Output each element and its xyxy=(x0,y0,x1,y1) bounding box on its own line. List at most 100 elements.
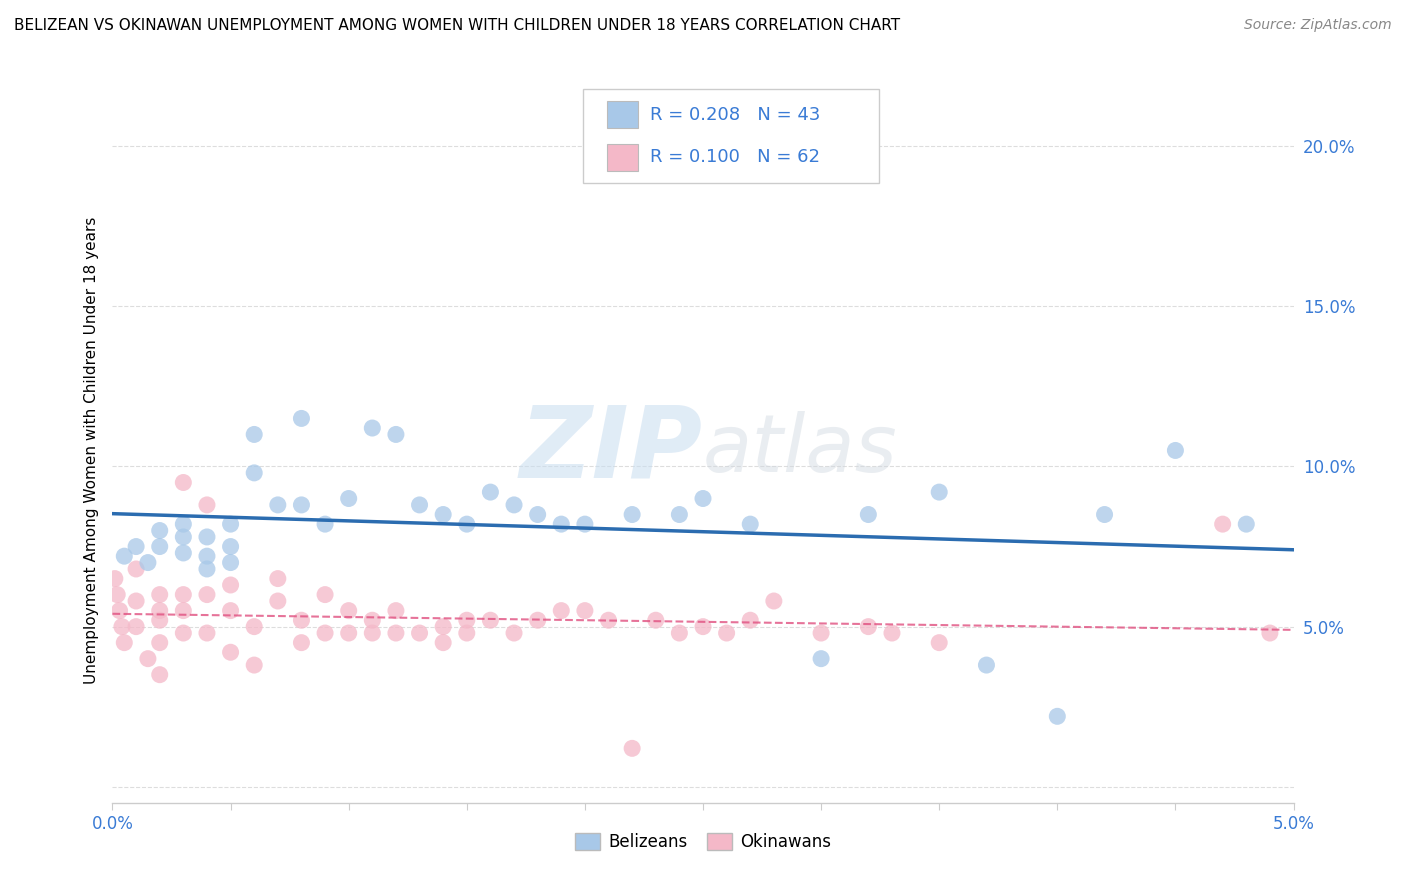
Point xyxy=(267,498,290,512)
Point xyxy=(740,517,762,532)
Point xyxy=(314,517,336,532)
Point xyxy=(149,667,172,681)
Text: Source: ZipAtlas.com: Source: ZipAtlas.com xyxy=(1244,18,1392,32)
Point xyxy=(550,517,572,532)
Point xyxy=(503,626,526,640)
Point xyxy=(408,626,430,640)
Point xyxy=(149,604,172,618)
Point xyxy=(668,626,690,640)
Point xyxy=(172,626,194,640)
Point xyxy=(125,619,148,633)
Point xyxy=(243,466,266,480)
Point xyxy=(219,517,242,532)
Point xyxy=(149,524,172,538)
Point xyxy=(858,508,880,522)
Point xyxy=(172,604,194,618)
Point xyxy=(526,613,548,627)
Point xyxy=(361,613,384,627)
Point xyxy=(574,517,596,532)
Point xyxy=(361,421,384,435)
Y-axis label: Unemployment Among Women with Children Under 18 years: Unemployment Among Women with Children U… xyxy=(83,217,98,684)
Point xyxy=(880,626,903,640)
Point xyxy=(219,604,242,618)
Point xyxy=(479,613,502,627)
Point xyxy=(112,549,135,564)
Point xyxy=(125,540,148,554)
Point xyxy=(479,485,502,500)
Point xyxy=(337,491,360,506)
Point xyxy=(195,562,218,576)
Point xyxy=(243,427,266,442)
Point xyxy=(928,485,950,500)
Point xyxy=(111,619,134,633)
Point xyxy=(195,626,218,640)
Point xyxy=(432,619,454,633)
Point xyxy=(692,619,714,633)
Point xyxy=(598,613,620,627)
Point xyxy=(503,498,526,512)
Point xyxy=(136,651,159,665)
Point xyxy=(1164,443,1187,458)
Point xyxy=(267,572,290,586)
Point xyxy=(149,540,172,554)
Point xyxy=(432,508,454,522)
Point xyxy=(149,588,172,602)
Point xyxy=(408,498,430,512)
Point xyxy=(136,556,159,570)
Point xyxy=(125,562,148,576)
Point xyxy=(172,517,194,532)
Point xyxy=(219,578,242,592)
Point xyxy=(456,517,478,532)
Point xyxy=(456,613,478,627)
Point xyxy=(740,613,762,627)
Point xyxy=(810,626,832,640)
Point xyxy=(290,498,312,512)
Text: BELIZEAN VS OKINAWAN UNEMPLOYMENT AMONG WOMEN WITH CHILDREN UNDER 18 YEARS CORRE: BELIZEAN VS OKINAWAN UNEMPLOYMENT AMONG … xyxy=(14,18,900,33)
Point xyxy=(125,594,148,608)
Point xyxy=(172,475,194,490)
Point xyxy=(1258,626,1281,640)
Point xyxy=(172,588,194,602)
Point xyxy=(105,588,128,602)
Point xyxy=(219,645,242,659)
Point xyxy=(195,588,218,602)
Point xyxy=(385,427,408,442)
Point xyxy=(172,546,194,560)
Point xyxy=(621,508,644,522)
Point xyxy=(361,626,384,640)
Point xyxy=(385,604,408,618)
Point xyxy=(290,613,312,627)
Point xyxy=(1046,709,1069,723)
Legend: Belizeans, Okinawans: Belizeans, Okinawans xyxy=(568,826,838,858)
Point xyxy=(385,626,408,640)
Point xyxy=(928,635,950,649)
Point xyxy=(290,411,312,425)
Point xyxy=(456,626,478,640)
Point xyxy=(621,741,644,756)
Point xyxy=(432,635,454,649)
Point xyxy=(149,635,172,649)
Point xyxy=(195,549,218,564)
Point xyxy=(550,604,572,618)
Point xyxy=(644,613,666,627)
Text: ZIP: ZIP xyxy=(520,402,703,499)
Point xyxy=(762,594,785,608)
Point xyxy=(314,588,336,602)
Point xyxy=(149,613,172,627)
Point xyxy=(290,635,312,649)
Point xyxy=(267,594,290,608)
Point xyxy=(104,572,127,586)
Point xyxy=(976,658,998,673)
Point xyxy=(1234,517,1257,532)
Point xyxy=(219,540,242,554)
Point xyxy=(108,604,131,618)
Point xyxy=(243,619,266,633)
Point xyxy=(810,651,832,665)
Point xyxy=(574,604,596,618)
Point xyxy=(172,530,194,544)
Point xyxy=(692,491,714,506)
Point xyxy=(858,619,880,633)
Point xyxy=(219,556,242,570)
Point xyxy=(243,658,266,673)
Text: R = 0.208   N = 43: R = 0.208 N = 43 xyxy=(650,106,820,124)
